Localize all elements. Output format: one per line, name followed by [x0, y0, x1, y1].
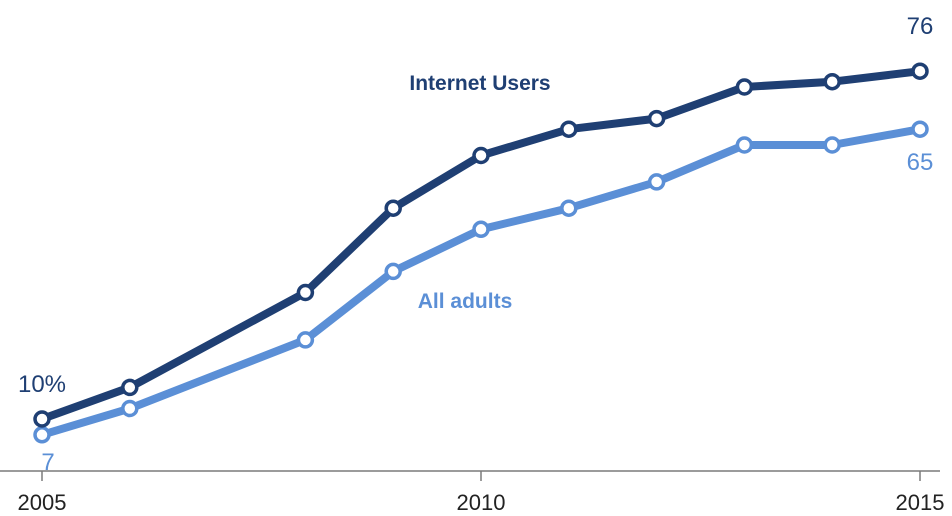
internet-users-point-2005 [33, 410, 51, 428]
x-tick-label-2010: 2010 [457, 490, 506, 515]
all-adults-point-2008 [296, 331, 315, 349]
all-adults-line [38, 125, 924, 439]
all-adults-point-2010 [472, 220, 490, 239]
internet-users-line [38, 67, 924, 423]
all-adults-point-2011 [560, 199, 578, 217]
internet-users-last-value-label: 76 [907, 13, 934, 40]
all-adults-point-2015 [911, 120, 929, 138]
internet-users-point-2013 [735, 78, 754, 96]
internet-users-point-2009 [384, 199, 402, 217]
internet-users-point-2011 [560, 120, 578, 138]
internet-users-point-2010 [472, 146, 490, 165]
all-adults-point-2005 [33, 426, 51, 444]
all-adults-series-label: All adults [418, 290, 513, 313]
x-tick-label-2015: 2015 [896, 490, 945, 515]
all-adults-point-2006 [121, 399, 139, 418]
series-all-adults [33, 120, 929, 444]
internet-users-point-2006 [121, 378, 139, 397]
all-adults-first-value-label: 7 [41, 449, 54, 476]
internet-users-point-2012 [647, 109, 666, 128]
series-internet-users [33, 62, 929, 428]
all-adults-last-value-label: 65 [907, 149, 934, 176]
x-tick-label-2005: 2005 [18, 490, 67, 515]
internet-users-point-2008 [296, 283, 315, 302]
all-adults-point-2012 [647, 173, 666, 191]
all-adults-point-2014 [823, 136, 841, 154]
all-adults-points [33, 120, 929, 444]
internet-users-point-2015 [911, 62, 929, 80]
internet-users-points [33, 62, 929, 428]
all-adults-point-2009 [384, 262, 402, 281]
internet-users-first-value-label: 10% [18, 371, 66, 398]
internet-users-series-label: Internet Users [409, 72, 550, 95]
internet-users-point-2014 [823, 72, 841, 91]
all-adults-point-2013 [735, 136, 754, 154]
